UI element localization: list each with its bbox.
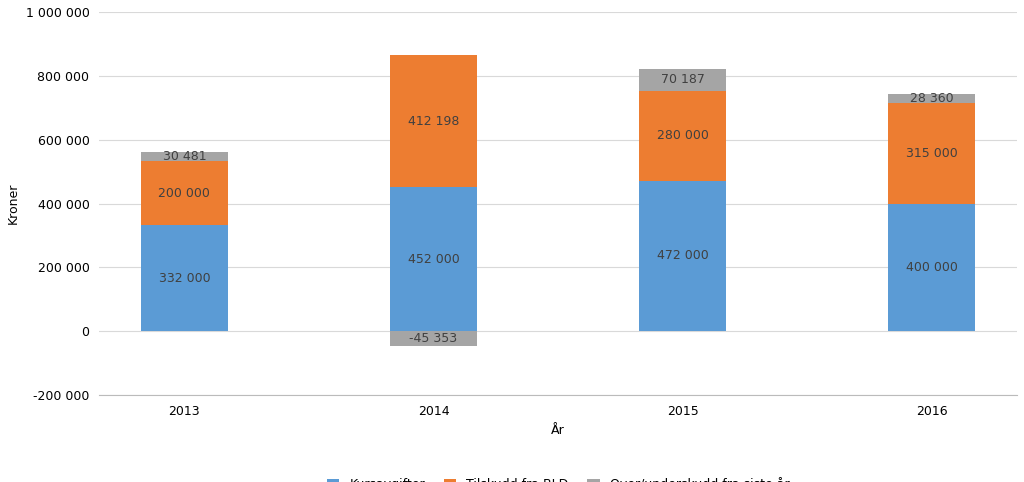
Bar	[639, 69, 726, 91]
Text: 28 360: 28 360	[910, 92, 953, 105]
Bar	[639, 181, 726, 331]
Text: 400 000: 400 000	[906, 261, 957, 274]
Bar	[141, 152, 228, 161]
Text: 315 000: 315 000	[906, 147, 957, 160]
Text: 332 000: 332 000	[159, 272, 210, 285]
Text: 200 000: 200 000	[159, 187, 210, 200]
Bar	[888, 203, 975, 331]
Text: 452 000: 452 000	[408, 253, 460, 266]
Text: 70 187: 70 187	[660, 73, 705, 86]
Bar	[141, 225, 228, 331]
Bar	[639, 91, 726, 181]
Text: 30 481: 30 481	[163, 150, 206, 163]
Bar	[390, 331, 477, 346]
Text: -45 353: -45 353	[410, 332, 458, 345]
Text: 280 000: 280 000	[656, 129, 709, 142]
Bar	[390, 55, 477, 187]
Y-axis label: Kroner: Kroner	[7, 183, 19, 224]
Text: 412 198: 412 198	[408, 115, 459, 128]
Bar	[888, 103, 975, 203]
Bar	[141, 161, 228, 225]
Bar	[390, 187, 477, 331]
Text: 472 000: 472 000	[656, 250, 709, 263]
Bar	[888, 94, 975, 103]
Legend: Kursavgifter, Tilskudd fra BLD, Over/underskudd fra siste år: Kursavgifter, Tilskudd fra BLD, Over/und…	[322, 473, 795, 482]
X-axis label: År: År	[551, 424, 565, 437]
